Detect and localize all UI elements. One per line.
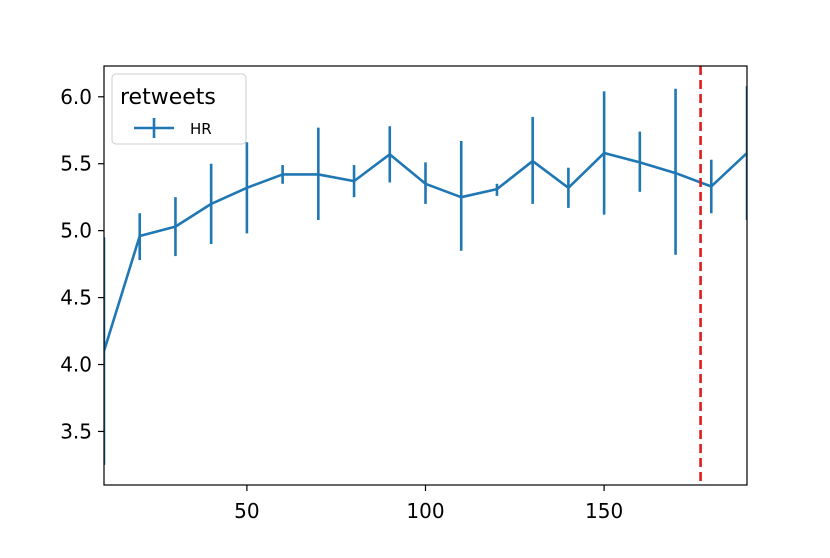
y-tick-label: 3.5 <box>60 419 92 443</box>
y-tick-label: 4.5 <box>60 286 92 310</box>
x-tick-label: 150 <box>585 499 623 523</box>
legend-label: HR <box>190 120 212 138</box>
y-tick-label: 4.0 <box>60 353 92 377</box>
x-tick-label: 100 <box>406 499 444 523</box>
y-tick-label: 5.5 <box>60 152 92 176</box>
x-tick-label: 50 <box>234 499 259 523</box>
y-tick-label: 6.0 <box>60 85 92 109</box>
y-tick-label: 5.0 <box>60 219 92 243</box>
legend-title: retweets <box>120 85 216 110</box>
legend: retweets HR <box>112 74 246 144</box>
